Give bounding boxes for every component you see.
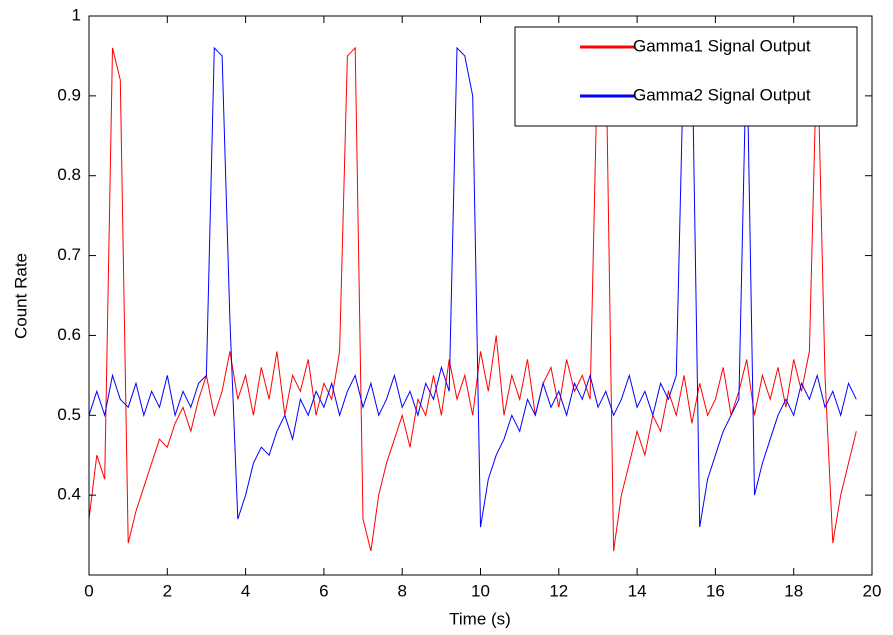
x-tick-label: 2 <box>163 581 172 600</box>
y-tick-label: 0.5 <box>57 405 81 424</box>
legend-label: Gamma1 Signal Output <box>633 36 811 55</box>
x-tick-label: 0 <box>84 581 93 600</box>
x-tick-label: 4 <box>241 581 250 600</box>
series-line <box>89 39 857 528</box>
x-axis-label: Time (s) <box>449 609 511 628</box>
y-tick-label: 0.8 <box>57 165 81 184</box>
x-tick-label: 16 <box>706 581 725 600</box>
x-tick-label: 10 <box>471 581 490 600</box>
x-tick-label: 6 <box>319 581 328 600</box>
y-tick-label: 0.9 <box>57 85 81 104</box>
x-tick-label: 8 <box>397 581 406 600</box>
legend-label: Gamma2 Signal Output <box>633 85 811 104</box>
y-tick-label: 0.6 <box>57 325 81 344</box>
series-line <box>89 39 857 552</box>
y-tick-label: 0.7 <box>57 245 81 264</box>
plot-lines <box>89 39 857 552</box>
x-tick-label: 18 <box>784 581 803 600</box>
y-axis-label: Count Rate <box>11 253 30 339</box>
x-tick-label: 12 <box>549 581 568 600</box>
y-tick-label: 0.4 <box>57 485 81 504</box>
x-tick-label: 20 <box>863 581 882 600</box>
y-tick-label: 1 <box>72 5 81 24</box>
legend-box <box>514 26 858 127</box>
x-tick-label: 14 <box>628 581 647 600</box>
